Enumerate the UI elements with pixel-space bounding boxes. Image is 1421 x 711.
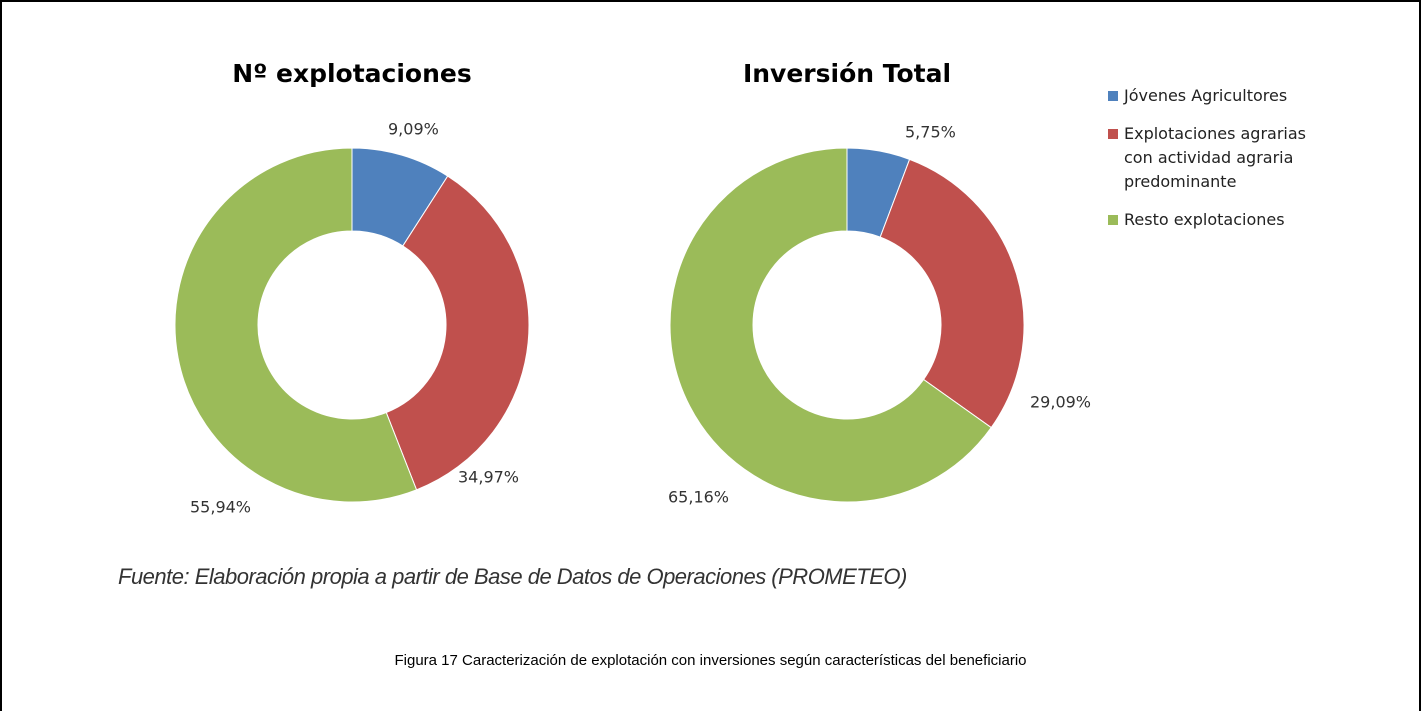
figure-caption: Figura 17 Caracterización de explotación… [394, 652, 1027, 669]
legend-label: Resto explotaciones [1124, 210, 1285, 229]
data-label: 55,94% [190, 498, 251, 517]
donut-slice [879, 158, 1025, 429]
donut-slice [385, 175, 530, 491]
legend: Jóvenes Agricultores Explotaciones agrari… [1108, 84, 1318, 246]
data-label: 5,75% [905, 123, 956, 142]
legend-item: Jóvenes Agricultores [1108, 84, 1318, 108]
donut-slice [174, 147, 418, 503]
data-label: 65,16% [668, 488, 729, 507]
legend-swatch [1108, 215, 1118, 225]
data-label: 29,09% [1030, 393, 1091, 412]
chart-title: Inversión Total [743, 59, 951, 88]
legend-label: Jóvenes Agricultores [1124, 86, 1288, 105]
source-note: Fuente: Elaboración propia a partir de B… [118, 564, 907, 589]
donut-slice [669, 147, 992, 503]
data-label: 9,09% [388, 120, 439, 139]
legend-item: Resto explotaciones [1108, 208, 1318, 232]
legend-swatch [1108, 129, 1118, 139]
chart-title: Nº explotaciones [232, 59, 471, 88]
data-label: 34,97% [458, 468, 519, 487]
legend-item: Explotaciones agrarias con actividad agr… [1108, 122, 1318, 194]
legend-label: Explotaciones agrarias con actividad agr… [1124, 124, 1306, 191]
legend-swatch [1108, 91, 1118, 101]
